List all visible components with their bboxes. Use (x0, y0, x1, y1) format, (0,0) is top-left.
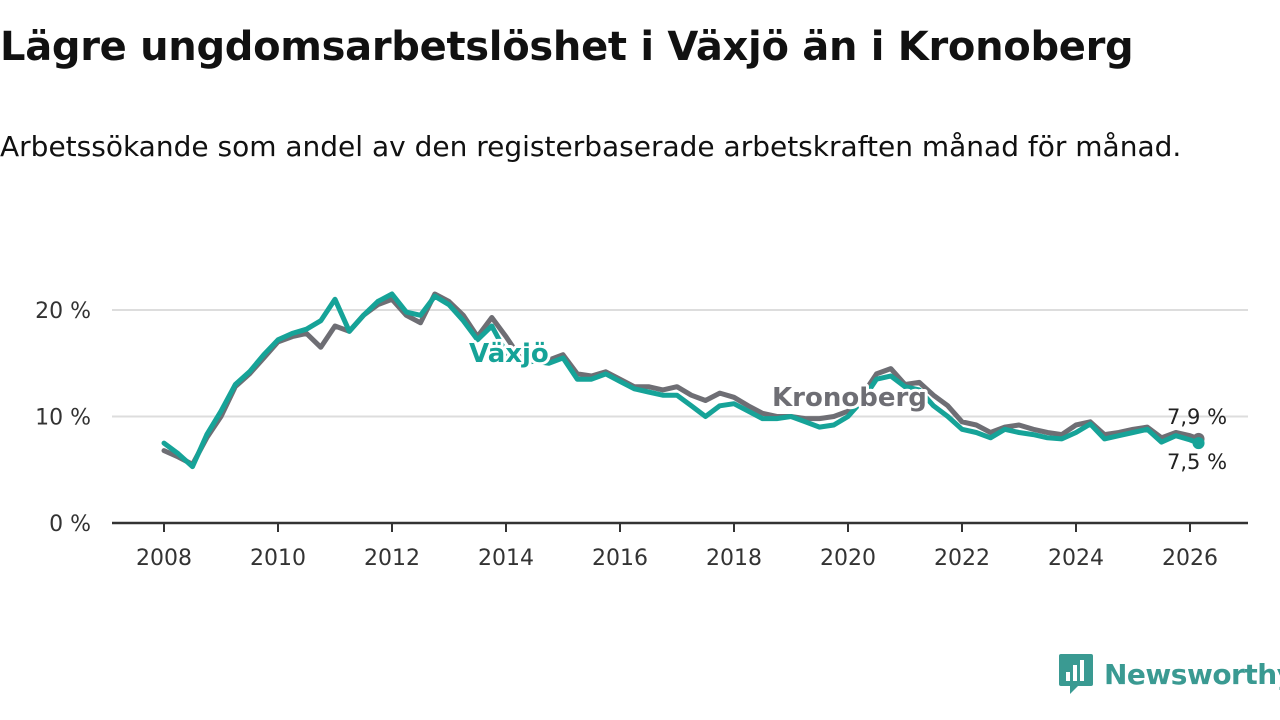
end-point-vaxjo (1192, 437, 1205, 450)
newsworthy-logo[interactable]: Newsworthy (1058, 652, 1280, 696)
chart-title: Lägre ungdomsarbetslöshet i Växjö än i K… (0, 24, 1134, 70)
chart-subtitle: Arbetssökande som andel av den registerb… (0, 130, 1182, 163)
line-chart: 0 % 10 % 20 % 2008 2010 2012 2014 2016 2018 2020… (35, 291, 1248, 571)
series-lines (161, 291, 1205, 470)
brand-name: Newsworthy (1104, 657, 1280, 691)
x-tick-label: 2014 (478, 546, 534, 571)
gridlines (112, 309, 1248, 418)
series-label-kronoberg: Kronoberg (772, 383, 927, 413)
series-labels: Växjö Kronoberg 7,9 % 7,5 % (466, 336, 1227, 474)
x-tick-label: 2008 (136, 546, 192, 571)
x-tick-label: 2026 (1162, 546, 1218, 571)
y-tick-label: 20 % (35, 299, 91, 324)
x-tick-label: 2024 (1048, 546, 1104, 571)
series-line-kronoberg (161, 291, 1202, 467)
end-value-kronoberg: 7,9 % (1167, 405, 1227, 429)
series-line-vaxjo (161, 291, 1202, 470)
series-label-vaxjo: Växjö (469, 339, 549, 369)
x-axis: 2008 2010 2012 2014 2016 2018 2020 2022 2024 2026 (112, 521, 1248, 571)
x-tick-label: 2020 (820, 546, 876, 571)
y-axis-tick-labels: 0 % 10 % 20 % (35, 299, 91, 537)
y-tick-label: 10 % (35, 406, 91, 431)
x-tick-label: 2012 (364, 546, 420, 571)
x-tick-label: 2010 (250, 546, 306, 571)
x-tick-label: 2016 (592, 546, 648, 571)
y-tick-label: 0 % (49, 512, 91, 537)
x-tick-label: 2018 (706, 546, 762, 571)
end-value-vaxjo: 7,5 % (1167, 450, 1227, 474)
x-tick-label: 2022 (934, 546, 990, 571)
chart-bubble-icon (1059, 654, 1093, 694)
